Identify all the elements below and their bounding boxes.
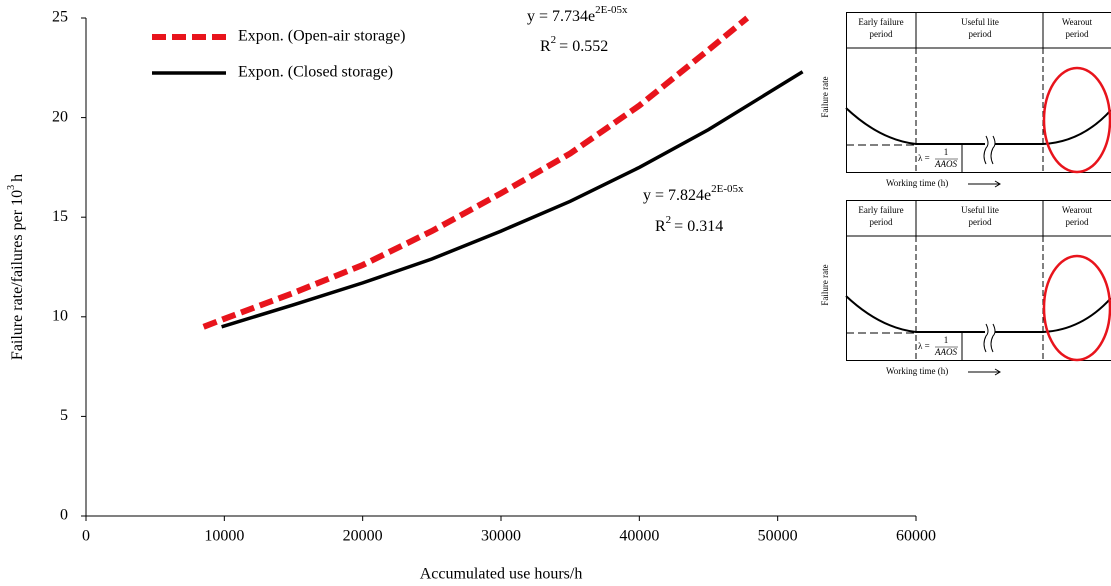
break bbox=[983, 323, 996, 353]
inset: Early failure period Useful lite period Wear… bbox=[820, 200, 1111, 376]
lambda-num: 1 bbox=[944, 147, 949, 157]
annotation-tail: = 0.314 bbox=[674, 218, 723, 235]
x-tick-label: 60000 bbox=[896, 528, 936, 545]
highlight bbox=[1042, 66, 1111, 174]
break bbox=[983, 135, 996, 165]
lambda: λ = bbox=[918, 153, 930, 163]
x-tick-label: 40000 bbox=[619, 528, 659, 545]
period-label: period bbox=[1066, 29, 1089, 39]
y-axis-label-sup: 3 bbox=[6, 185, 17, 190]
legend-label: Expon. (Closed storage) bbox=[238, 64, 393, 81]
y-tick-label: 15 bbox=[52, 208, 68, 225]
annotation: R2 = 0.314 bbox=[655, 214, 723, 235]
annotation: y = 7.734e2E-05x bbox=[527, 4, 628, 25]
inset-x-label: Working time (h) bbox=[886, 366, 948, 376]
annotation-tail: = 0.552 bbox=[559, 38, 608, 55]
x-tick-label: 20000 bbox=[343, 528, 383, 545]
lambda-den: AAOS bbox=[934, 347, 957, 357]
inset-x-label: Working time (h) bbox=[886, 178, 948, 188]
y-tick-label: 5 bbox=[60, 407, 68, 424]
period-label: Early failure bbox=[858, 205, 903, 215]
x-tick-label: 10000 bbox=[204, 528, 244, 545]
annotation-sup: 2E-05x bbox=[595, 4, 628, 16]
y-axis-label: Failure rate/failures per 103 h bbox=[6, 174, 25, 360]
period-label: Useful lite bbox=[961, 205, 999, 215]
legend-label: Expon. (Open-air storage) bbox=[238, 28, 406, 45]
y-tick-label: 20 bbox=[52, 108, 68, 125]
inset-y-label: Failure rate bbox=[820, 76, 830, 117]
annotation-base: y = 7.824e bbox=[643, 187, 711, 204]
x-tick-label: 0 bbox=[82, 528, 90, 545]
period-label: Wearout bbox=[1062, 205, 1093, 215]
period-label: period bbox=[870, 29, 893, 39]
inset-frame bbox=[846, 200, 1111, 361]
y-axis-label-tail: h bbox=[9, 174, 26, 182]
annotation-sup: 2 bbox=[551, 34, 557, 46]
inset-frame bbox=[846, 12, 1111, 173]
inset: Early failure period Useful lite period Wear… bbox=[820, 12, 1111, 188]
series-line bbox=[202, 15, 750, 330]
series-line bbox=[221, 70, 804, 329]
annotation-sup: 2 bbox=[666, 214, 672, 226]
x-tick-label: 30000 bbox=[481, 528, 521, 545]
x-tick-label: 50000 bbox=[758, 528, 798, 545]
y-tick-label: 25 bbox=[52, 9, 68, 26]
lambda: λ = bbox=[918, 341, 930, 351]
annotation-sup: 2E-05x bbox=[711, 183, 744, 195]
x-arrow bbox=[968, 368, 1001, 376]
lambda-den: AAOS bbox=[934, 159, 957, 169]
x-arrow bbox=[968, 180, 1001, 188]
x-axis-label: Accumulated use hours/h bbox=[420, 566, 583, 583]
period-label: Early failure bbox=[858, 17, 903, 27]
annotation-base: R bbox=[540, 38, 551, 55]
y-tick-label: 0 bbox=[60, 507, 68, 524]
bathtub-curve bbox=[845, 107, 1111, 145]
annotation-base: R bbox=[655, 218, 666, 235]
period-label: Wearout bbox=[1062, 17, 1093, 27]
y-tick-label: 10 bbox=[52, 307, 68, 324]
lambda-num: 1 bbox=[944, 335, 949, 345]
period-label: Useful lite bbox=[961, 17, 999, 27]
period-label: period bbox=[969, 217, 992, 227]
period-label: period bbox=[870, 217, 893, 227]
annotation: R2 = 0.552 bbox=[540, 34, 608, 55]
period-label: period bbox=[969, 29, 992, 39]
bathtub-curve bbox=[845, 295, 1111, 333]
y-axis-label-text: Failure rate/failures per 10 bbox=[9, 190, 26, 360]
highlight bbox=[1042, 254, 1111, 362]
annotation-base: y = 7.734e bbox=[527, 8, 595, 25]
period-label: period bbox=[1066, 217, 1089, 227]
annotation: y = 7.824e2E-05x bbox=[643, 183, 744, 204]
inset-y-label: Failure rate bbox=[820, 264, 830, 305]
